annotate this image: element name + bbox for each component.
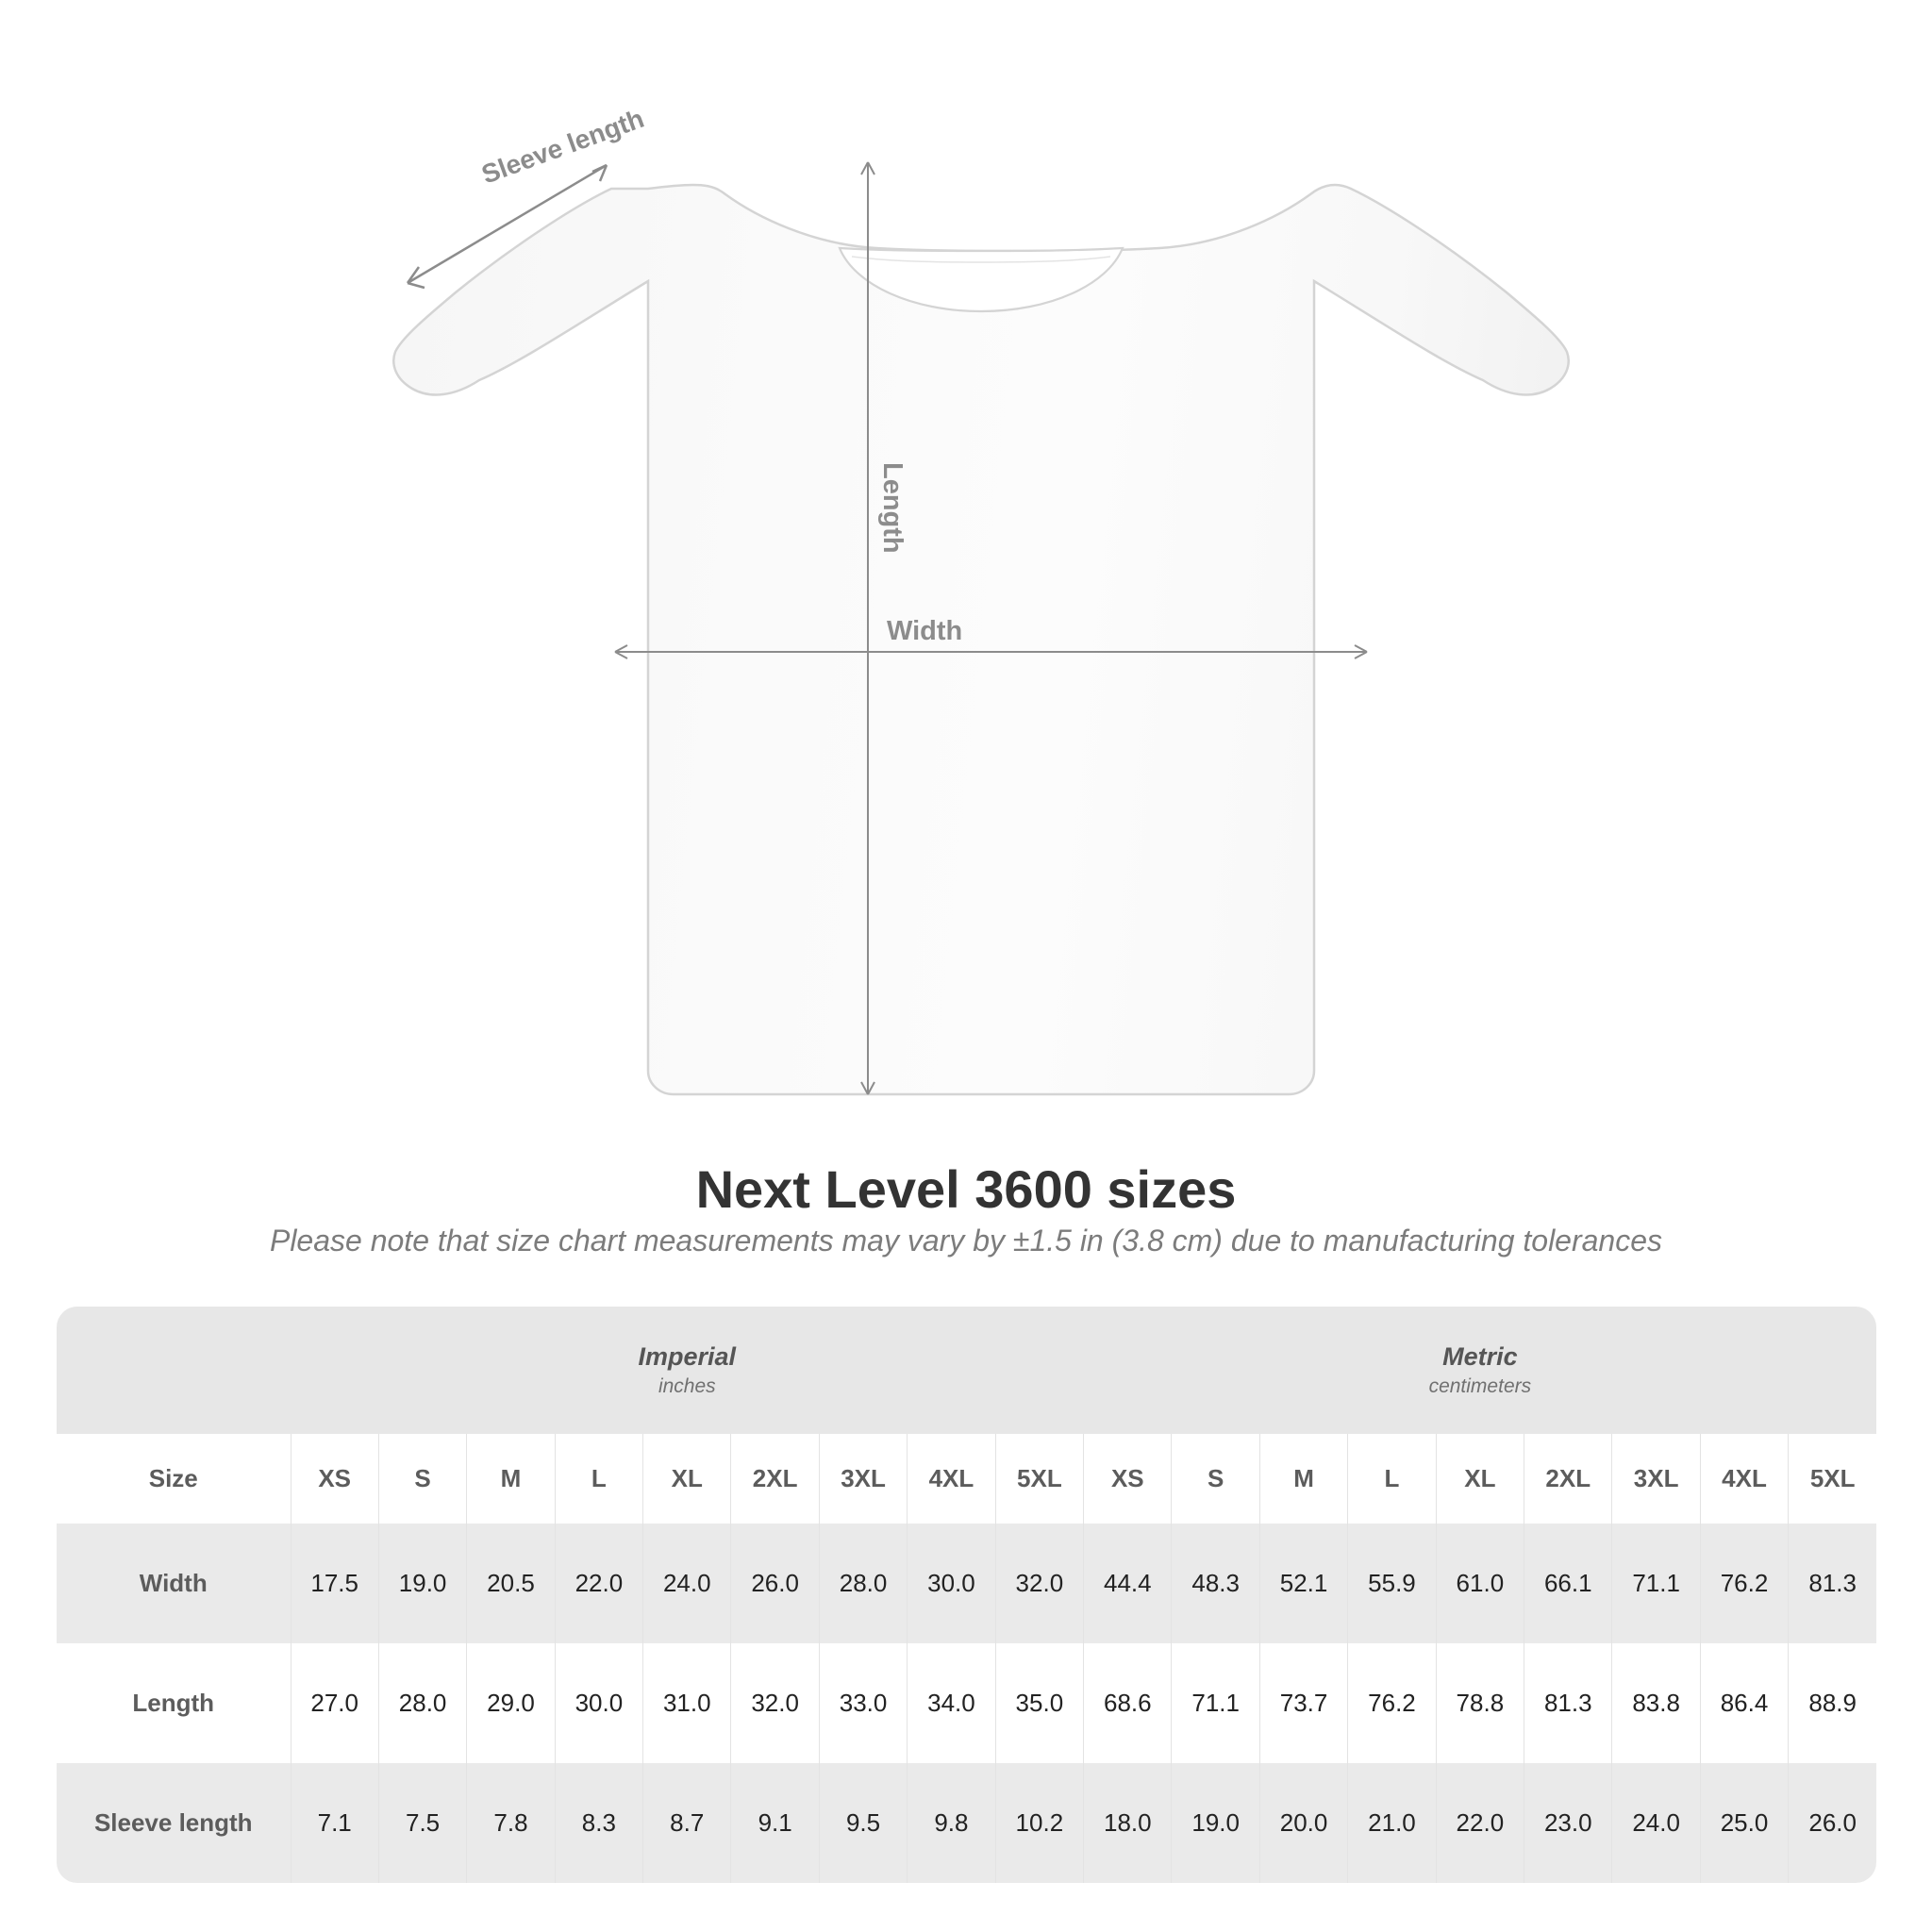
svg-text:Length: Length	[877, 462, 908, 554]
svg-text:Width: Width	[887, 616, 962, 646]
svg-text:Sleeve length: Sleeve length	[477, 104, 647, 190]
